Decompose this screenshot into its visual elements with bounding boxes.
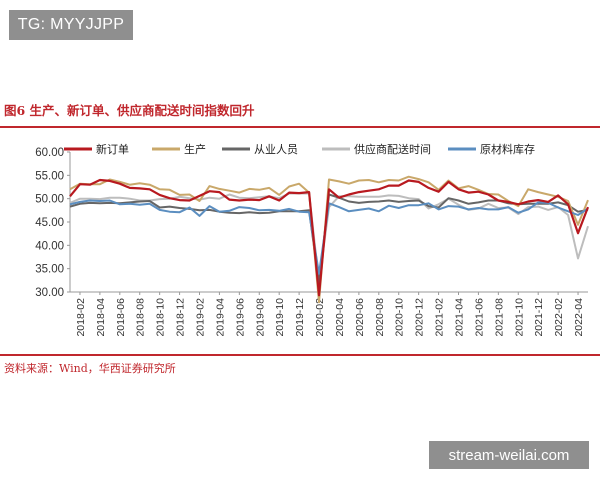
- figure-title: 图6 生产、新订单、供应商配送时间指数回升: [4, 103, 255, 118]
- x-tick-label: 2020-04: [334, 298, 346, 337]
- y-axis: 30.00 35.00 40.00 45.00 50.00 55.00 60.00: [35, 147, 71, 299]
- y-tick-label: 45.00: [35, 217, 64, 229]
- y-tick-label: 35.00: [35, 264, 64, 276]
- line-chart: 新订单 生产 从业人员 供应商配送时间 原材料库存 30.00 35.00 40.00 45.…: [35, 142, 590, 337]
- x-tick-label: 2021-12: [533, 298, 545, 337]
- x-tick-label: 2021-04: [454, 298, 466, 337]
- site-watermark: stream-weilai.com: [429, 441, 589, 469]
- telegram-watermark: TG: MYYJJPP: [9, 10, 133, 40]
- series-line-2: [69, 175, 589, 304]
- x-tick-label: 2018-06: [115, 298, 127, 337]
- y-tick-label: 30.00: [35, 287, 64, 299]
- legend-label: 供应商配送时间: [354, 142, 431, 156]
- y-tick-label: 60.00: [35, 147, 64, 159]
- y-tick-label: 40.00: [35, 240, 64, 252]
- x-tick-label: 2021-08: [493, 298, 505, 337]
- x-tick-label: 2021-10: [513, 298, 525, 337]
- source-note: 资料来源：Wind，华西证券研究所: [4, 362, 176, 375]
- legend-label: 新订单: [96, 142, 129, 156]
- series-line-1: [69, 178, 590, 297]
- legend-label: 从业人员: [254, 143, 298, 156]
- x-tick-label: 2021-02: [434, 298, 446, 337]
- x-axis: 2018-02 2018-04 2018-06 2018-08 2018-10 2018-…: [70, 291, 588, 337]
- x-tick-label: 2018-02: [75, 298, 87, 337]
- x-tick-label: 2020-10: [394, 298, 406, 337]
- source-divider: [0, 354, 600, 356]
- x-tick-label: 2021-06: [473, 298, 485, 337]
- x-tick-label: 2019-12: [294, 298, 306, 337]
- x-tick-label: 2019-10: [274, 298, 286, 337]
- x-tick-label: 2020-02: [314, 298, 326, 337]
- x-tick-label: 2018-10: [155, 298, 167, 337]
- y-tick-label: 50.00: [35, 194, 64, 206]
- y-tick-label: 55.00: [35, 170, 64, 182]
- x-tick-label: 2019-06: [234, 298, 246, 337]
- series-line-5: [69, 199, 589, 275]
- x-tick-label: 2019-02: [195, 298, 207, 337]
- x-tick-label: 2020-12: [414, 298, 426, 337]
- x-tick-label: 2018-04: [95, 298, 107, 337]
- x-tick-label: 2022-04: [573, 298, 585, 337]
- x-tick-label: 2019-04: [214, 298, 226, 337]
- x-tick-label: 2022-02: [553, 298, 565, 337]
- x-tick-label: 2020-06: [354, 298, 366, 337]
- chart-legend: 新订单 生产 从业人员 供应商配送时间 原材料库存: [64, 142, 535, 156]
- x-tick-label: 2019-08: [254, 298, 266, 337]
- x-tick-label: 2018-12: [175, 298, 187, 337]
- title-divider: [0, 126, 600, 128]
- x-tick-label: 2018-08: [135, 298, 147, 337]
- chart-series: [69, 175, 590, 304]
- x-tick-label: 2020-08: [374, 298, 386, 337]
- legend-label: 原材料库存: [480, 142, 535, 156]
- legend-label: 生产: [184, 142, 206, 156]
